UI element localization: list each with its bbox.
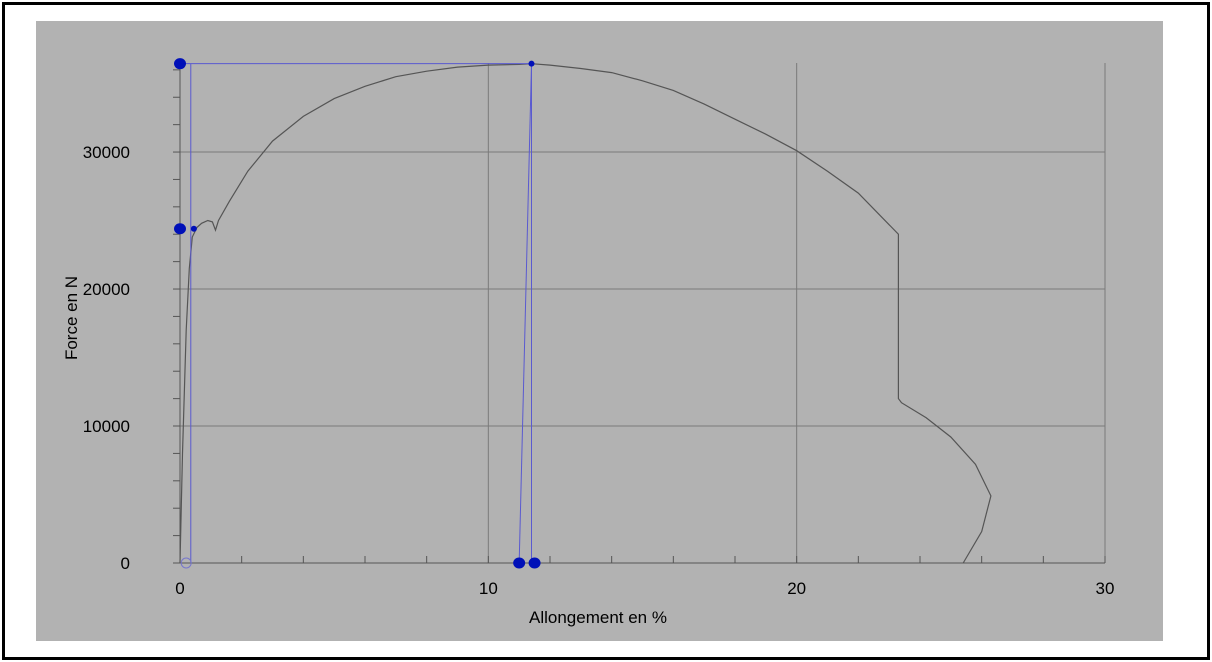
- y-axis-label: Force en N: [62, 276, 81, 360]
- marker-point: [174, 58, 186, 70]
- x-axis-label: Allongement en %: [529, 608, 667, 627]
- force-curve: [179, 63, 992, 564]
- marker-point: [513, 557, 526, 569]
- x-tick-label: 20: [787, 579, 806, 598]
- ticks: 0 10 20 30 0 10000 20000 30000: [83, 69, 1115, 598]
- marker-point: [190, 225, 197, 232]
- chart-background: [36, 21, 1163, 641]
- series: [179, 63, 992, 564]
- marker-line: [518, 63, 532, 564]
- x-tick-label: 0: [175, 579, 184, 598]
- y-tick-label: 30000: [83, 143, 130, 162]
- markers: [174, 58, 541, 569]
- x-tick-label: 10: [479, 579, 498, 598]
- y-tick-label: 20000: [83, 280, 130, 299]
- marker-point: [528, 60, 535, 67]
- x-tick-label: 30: [1096, 579, 1115, 598]
- y-tick-label: 0: [121, 554, 130, 573]
- y-tick-label: 10000: [83, 417, 130, 436]
- origin-marker: [180, 557, 192, 569]
- marker-point: [174, 223, 186, 235]
- axes: [179, 63, 1105, 564]
- marker-point: [528, 557, 541, 569]
- grid: [180, 63, 1106, 563]
